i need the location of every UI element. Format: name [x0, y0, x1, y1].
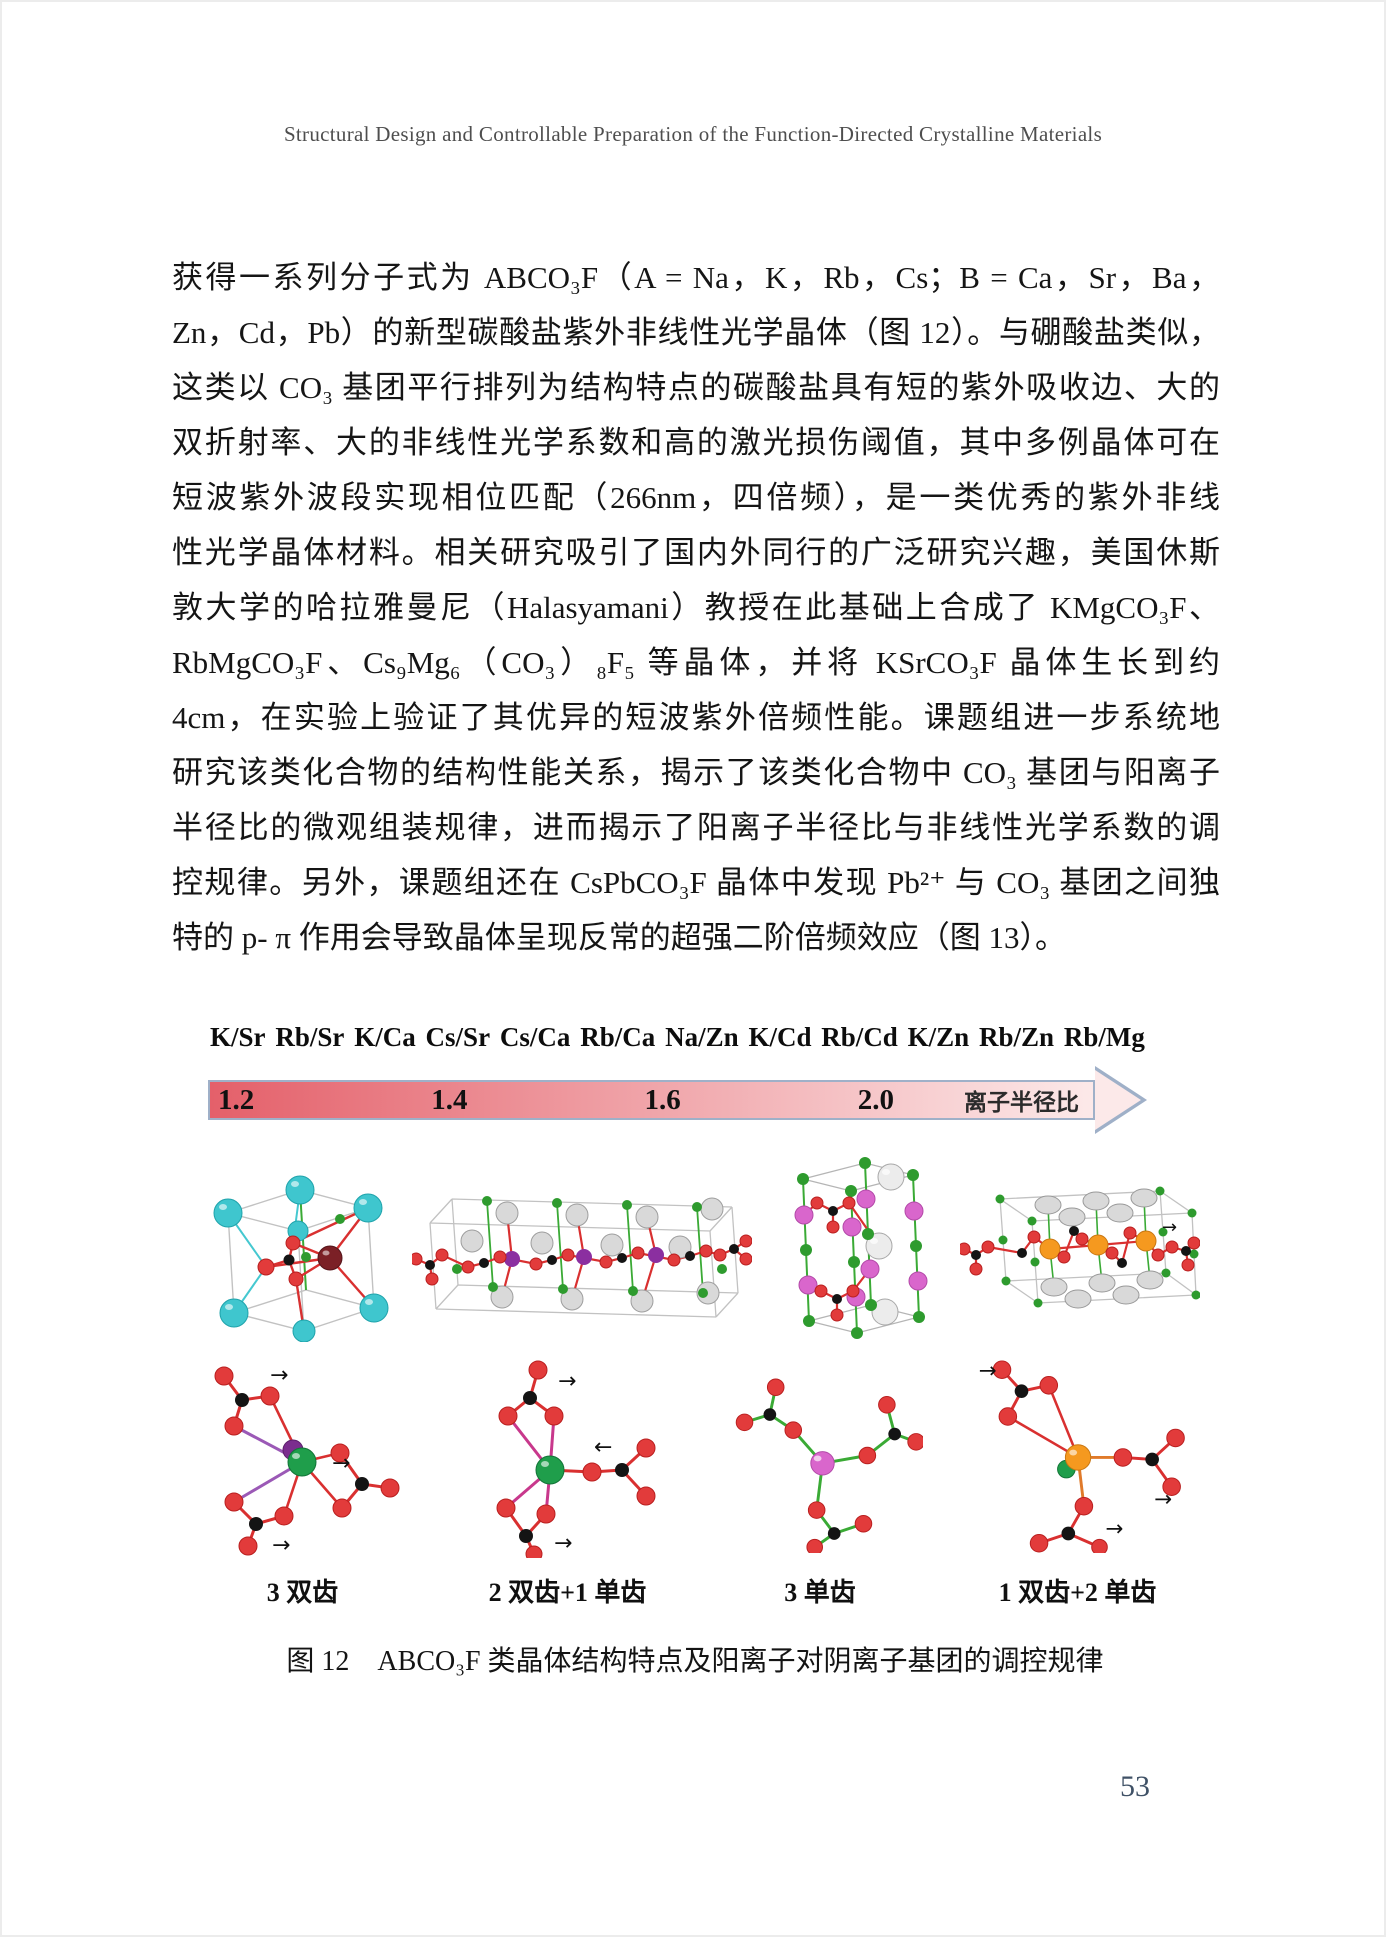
crystal-structure-panel-2 — [411, 1196, 752, 1318]
paragraph-line: RbMgCO₃F、Cs₉Mg₆（CO₃）₈F₅ 等晶体，并将 KSrCO₃F 晶… — [172, 645, 1220, 680]
cation-ratio-label: Rb/Cd — [821, 1022, 898, 1052]
coordination-mode-label: 3 双齿 — [266, 1578, 339, 1607]
svg-text:→: → — [1154, 1487, 1172, 1512]
cation-ratio-label: K/Zn — [907, 1022, 970, 1052]
paragraph-line: 性光学晶体材料。相关研究吸引了国内外同行的广泛研究兴趣，美国休斯 — [172, 535, 1220, 570]
paragraph-line: 半径比的微观组装规律，进而揭示了阳离子半径比与非线性光学系数的调 — [172, 810, 1220, 845]
svg-text:→: → — [270, 1363, 288, 1388]
svg-text:→: → — [558, 1369, 576, 1394]
paragraph-line: Zn，Cd，Pb）的新型碳酸盐紫外非线性光学晶体（图 12）。与硼酸盐类似， — [172, 315, 1220, 350]
cation-ratio-label: Rb/Sr — [275, 1022, 345, 1052]
svg-text:→: → — [554, 1531, 572, 1556]
figure-12: K/Sr Rb/Sr K/Ca Cs/Sr Cs/Ca Rb/Ca Na/Zn K/Cd Rb/… — [190, 1020, 1200, 1679]
coordination-mode-labels: 3 双齿 2 双齿+1 单齿 3 单齿 1 双齿+2 单齿 — [190, 1572, 1200, 1609]
cation-ratio-labels-row: K/Sr Rb/Sr K/Ca Cs/Sr Cs/Ca Rb/Ca Na/Zn K/Cd Rb/… — [210, 1020, 1145, 1054]
svg-text:→: → — [272, 1533, 290, 1558]
cation-ratio-label: Cs/Ca — [499, 1022, 571, 1052]
molecule-diagram-3-bidentate: → → → — [214, 1363, 400, 1558]
cation-ratio-label: K/Cd — [748, 1022, 812, 1052]
coordination-mode-label: 1 双齿+2 单齿 — [998, 1578, 1157, 1607]
crystal-structure-panel-3 — [794, 1157, 928, 1339]
dipole-arrow-icons: → → → — [979, 1359, 1172, 1542]
svg-text:→: → — [1105, 1516, 1123, 1541]
coordination-diagrams-row: → → → — [190, 1358, 1200, 1558]
cation-ratio-label: K/Ca — [354, 1022, 416, 1052]
cation-ratio-label: Rb/Zn — [979, 1022, 1055, 1052]
svg-text:←: ← — [594, 1435, 612, 1460]
crystal-structures-row: → — [190, 1154, 1200, 1344]
molecule-diagram-2-bidentate-1-monodentate: → ← → — [496, 1360, 656, 1558]
molecule-diagram-3-monodentate — [736, 1378, 924, 1553]
arrow-ticks: 1.2 1.4 1.6 2.0 — [210, 1084, 964, 1117]
paragraph-line: 特的 p- π 作用会导致晶体呈现反常的超强二阶倍频效应（图 13）。 — [172, 920, 1066, 955]
paragraph-line: 控规律。另外，课题组还在 CsPbCO₃F 晶体中发现 Pb²⁺ 与 CO₃ 基… — [172, 865, 1220, 900]
cation-ratio-label: K/Sr — [210, 1022, 266, 1052]
displacement-arrow-icon: → — [1162, 1217, 1177, 1238]
paragraph: 获得一系列分子式为 ABCO₃F（A = Na，K，Rb，Cs；B = Ca，S… — [172, 250, 1220, 965]
cation-ratio-label: Rb/Ca — [580, 1022, 656, 1052]
dipole-arrow-icons: → ← → — [554, 1369, 612, 1556]
arrow-axis-label: 离子半径比 — [964, 1090, 1079, 1115]
paragraph-line: 敦大学的哈拉雅曼尼（Halasyamani）教授在此基础上合成了 KMgCO₃F… — [172, 590, 1220, 625]
dipole-arrow-icons: → → → — [270, 1363, 350, 1558]
cation-ratio-label: Na/Zn — [665, 1022, 739, 1052]
coordination-mode-label: 3 单齿 — [784, 1578, 856, 1607]
paragraph-line: 研究该类化合物的结构性能关系，揭示了该类化合物中 CO₃ 基团与阳离子 — [172, 755, 1220, 790]
paragraph-line: 双折射率、大的非线性光学系数和高的激光损伤阈值，其中多例晶体可在 — [172, 425, 1220, 460]
running-header: Structural Design and Controllable Prepa… — [283, 122, 1103, 146]
paragraph-line: 获得一系列分子式为 ABCO₃F（A = Na，K，Rb，Cs；B = Ca，S… — [172, 260, 1220, 295]
coordination-mode-label: 2 双齿+1 单齿 — [488, 1578, 647, 1607]
page-number: 53 — [1120, 1770, 1150, 1803]
paragraph-line: 4cm，在实验上验证了其优异的短波紫外倍频性能。课题组进一步系统地 — [172, 700, 1220, 735]
radius-ratio-arrow-body: 1.2 1.4 1.6 2.0 离子半径比 — [208, 1080, 1095, 1120]
svg-text:→: → — [979, 1359, 997, 1384]
crystal-structure-panel-1 — [213, 1175, 389, 1342]
arrow-head-icon — [1095, 1070, 1141, 1130]
molecule-diagram-1-bidentate-2-monodentate: → → → — [979, 1359, 1185, 1553]
cation-ratio-label: Cs/Sr — [425, 1022, 491, 1052]
svg-text:→: → — [332, 1451, 350, 1476]
arrow-tick: 1.4 — [431, 1083, 468, 1116]
paragraph-line: 这类以 CO₃ 基团平行排列为结构特点的碳酸盐具有短的紫外吸收边、大的 — [172, 370, 1220, 405]
cation-ratio-label: Rb/Mg — [1063, 1022, 1145, 1052]
paragraph-line: 短波紫外波段实现相位匹配（266nm，四倍频），是一类优秀的紫外非线 — [172, 480, 1220, 515]
figure-caption: 图 12 ABCO₃F 类晶体结构特点及阳离子对阴离子基团的调控规律 — [286, 1646, 1104, 1677]
crystal-structure-panel-4: → — [959, 1186, 1200, 1309]
radius-ratio-arrow: 1.2 1.4 1.6 2.0 离子半径比 — [190, 1066, 1150, 1138]
arrow-tick: 1.2 — [218, 1083, 255, 1116]
arrow-tick: 1.6 — [644, 1083, 681, 1116]
arrow-tick: 2.0 — [857, 1083, 894, 1116]
